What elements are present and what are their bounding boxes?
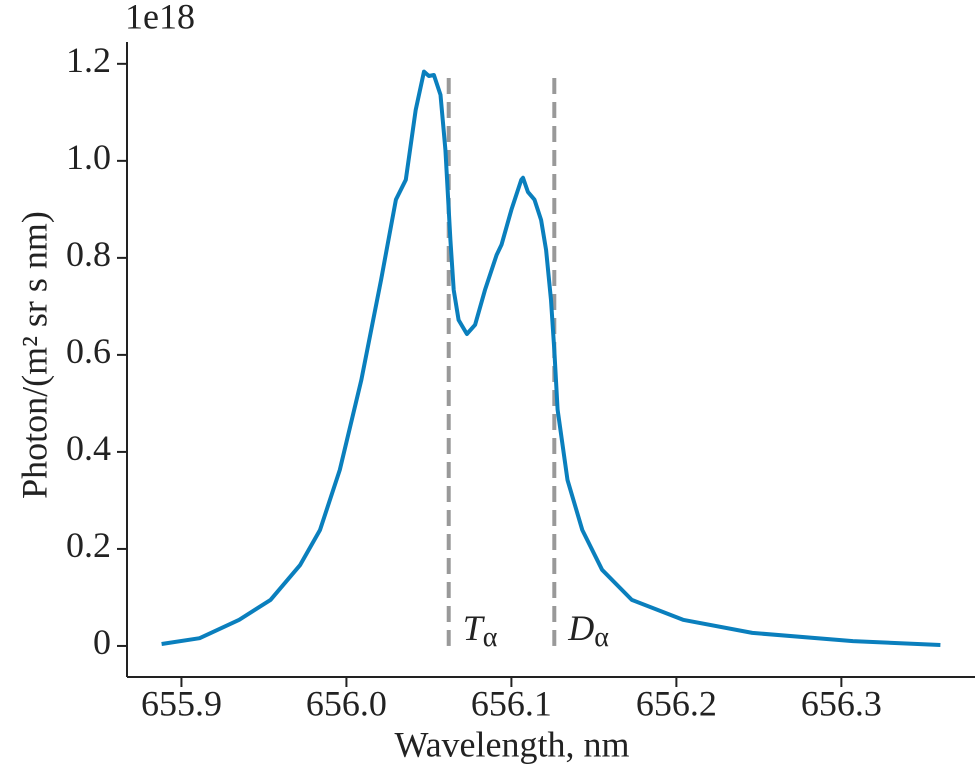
y-tick-label: 1.0 — [66, 137, 111, 177]
x-tick-label: 656.3 — [801, 683, 882, 723]
x-axis-label: Wavelength, nm — [394, 724, 629, 764]
y-tick-label: 1.2 — [66, 40, 111, 80]
offset-label: 1e18 — [125, 0, 195, 36]
annotation-text: D — [567, 608, 594, 648]
annotation-label: Dα — [567, 608, 609, 653]
y-tick-label: 0.2 — [66, 525, 111, 565]
annotation-label: Tα — [463, 608, 498, 653]
y-axis-label: Photon/(m² sr s nm) — [14, 211, 54, 499]
annotation-subscript: α — [594, 622, 609, 653]
x-tick-label: 655.9 — [141, 683, 222, 723]
data-line — [161, 69, 941, 647]
y-tick-label: 0 — [93, 622, 111, 662]
annotation-subscript: α — [483, 622, 498, 653]
y-tick-label: 0.4 — [66, 428, 111, 468]
x-tick-label: 656.0 — [306, 683, 387, 723]
x-tick-label: 656.1 — [471, 683, 552, 723]
y-tick-label: 0.6 — [66, 331, 111, 371]
y-tick-label: 0.8 — [66, 234, 111, 274]
x-tick-label: 656.2 — [636, 683, 717, 723]
annotation-text: T — [463, 608, 486, 648]
